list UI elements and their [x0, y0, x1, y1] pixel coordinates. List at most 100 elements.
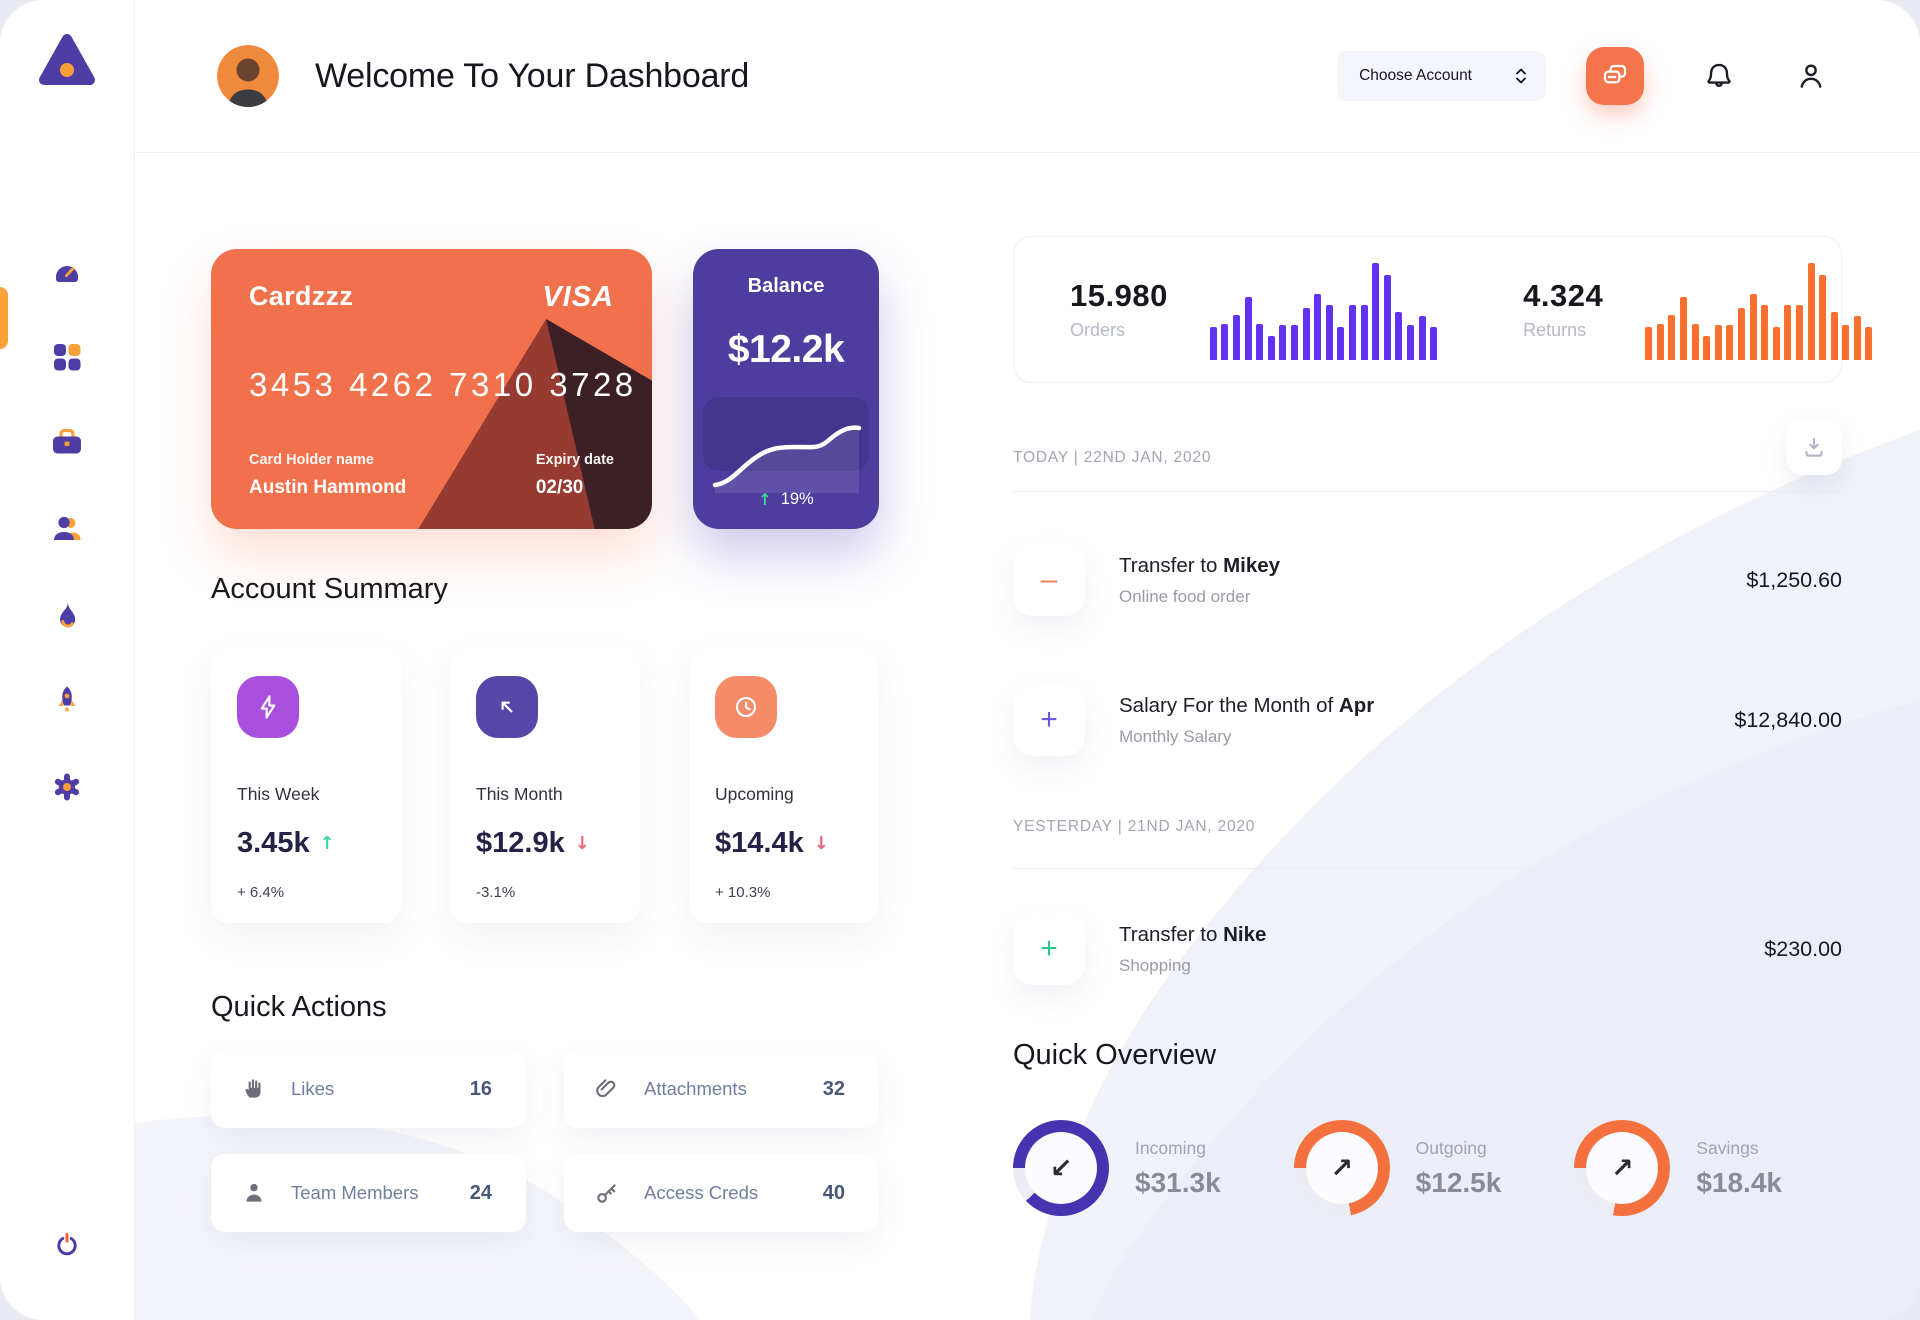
- divider: [1013, 491, 1842, 492]
- quick-action-label: Attachments: [644, 1078, 747, 1099]
- cards-row: Cardzzz VISA 3453 4262 7310 3728 Card Ho…: [211, 249, 879, 529]
- page-title: Welcome To Your Dashboard: [315, 56, 750, 95]
- left-column: Cardzzz VISA 3453 4262 7310 3728 Card Ho…: [211, 249, 879, 1232]
- summary-period: This Week: [237, 784, 320, 804]
- bar: [1749, 293, 1757, 360]
- bar: [1348, 304, 1356, 360]
- sidebar: [0, 0, 135, 1320]
- transaction-row-mikey[interactable]: Transfer to Mikey Online food order $1,2…: [1013, 544, 1842, 616]
- active-nav-indicator: [0, 287, 8, 349]
- card-holder-label: Card Holder name: [249, 452, 374, 468]
- sidebar-item-dashboard[interactable]: [49, 253, 85, 289]
- bar: [1807, 262, 1815, 360]
- quick-action-value: 16: [469, 1077, 492, 1100]
- bar: [1819, 274, 1827, 360]
- bar: [1279, 324, 1287, 360]
- sidebar-item-settings[interactable]: [49, 769, 85, 805]
- sidebar-item-work[interactable]: [49, 425, 85, 461]
- bar: [1337, 326, 1345, 360]
- header-actions: Choose Account: [1337, 47, 1828, 105]
- arrow-down-left-icon: ↙: [1049, 1152, 1073, 1184]
- summary-change: + 10.3%: [715, 884, 771, 901]
- quick-action-likes[interactable]: Likes 16: [211, 1050, 526, 1128]
- debit-icon: [1013, 544, 1085, 616]
- quick-overview-title: Quick Overview: [1013, 1039, 1217, 1071]
- header: Welcome To Your Dashboard Choose Account: [135, 0, 1920, 153]
- returns-label: Returns: [1523, 320, 1587, 340]
- account-summary-title: Account Summary: [211, 573, 448, 605]
- account-selector-label: Choose Account: [1359, 67, 1472, 84]
- trend-down-icon: ↓: [813, 833, 829, 854]
- balance-label: Balance: [747, 275, 825, 297]
- bar: [1267, 335, 1275, 360]
- transaction-subtitle: Online food order: [1119, 586, 1251, 606]
- summary-value: $12.9k: [476, 827, 565, 859]
- divider: [1013, 868, 1842, 869]
- transaction-row-salary[interactable]: Salary For the Month of Apr Monthly Sala…: [1013, 684, 1842, 756]
- sidebar-item-apps[interactable]: [49, 339, 85, 375]
- sidebar-item-launch[interactable]: [49, 683, 85, 719]
- bar: [1772, 326, 1780, 360]
- account-selector[interactable]: Choose Account: [1337, 51, 1546, 101]
- bar: [1418, 315, 1426, 360]
- bar: [1795, 304, 1803, 360]
- sidebar-item-members[interactable]: [49, 511, 85, 547]
- sidebar-item-activity[interactable]: [49, 597, 85, 633]
- balance-trend-arrow: ↑: [758, 490, 772, 509]
- balance-value: $12.2k: [727, 328, 845, 371]
- users-icon: [54, 516, 81, 540]
- transaction-amount: $12,840.00: [1734, 707, 1842, 732]
- transaction-row-nike[interactable]: Transfer to Nike Shopping $230.00: [1013, 913, 1842, 985]
- orders-value: 15.980: [1070, 278, 1168, 313]
- quick-action-value: 32: [822, 1077, 845, 1100]
- chat-button[interactable]: [1586, 47, 1644, 105]
- download-button[interactable]: [1786, 419, 1842, 475]
- bar: [1325, 304, 1333, 360]
- returns-bar-chart: [1645, 260, 1873, 360]
- bar: [1784, 304, 1792, 360]
- download-icon: [1805, 437, 1823, 457]
- notifications-button[interactable]: [1702, 59, 1736, 93]
- credit-icon: [1013, 684, 1085, 756]
- sidebar-nav: [49, 253, 85, 805]
- flame-icon: [60, 601, 76, 628]
- transaction-title: Salary For the Month of Apr: [1119, 693, 1375, 717]
- profile-button[interactable]: [1794, 59, 1828, 93]
- bar: [1761, 304, 1769, 360]
- summary-period: Upcoming: [715, 784, 794, 804]
- date-header-yesterday: YESTERDAY | 21ND JAN, 2020: [1013, 818, 1256, 835]
- date-header-today: TODAY | 22ND JAN, 2020: [1013, 449, 1212, 466]
- selector-chevrons-icon: [1516, 68, 1526, 84]
- quick-action-access-creds[interactable]: Access Creds 40: [564, 1154, 879, 1232]
- paperclip-icon: [596, 1079, 616, 1098]
- outgoing-progress-ring: ↗: [1293, 1120, 1390, 1216]
- gear-icon: [54, 773, 80, 801]
- rocket-icon: [58, 686, 76, 712]
- savings-progress-ring: ↗: [1574, 1120, 1671, 1216]
- bell-icon: [1707, 63, 1731, 87]
- quick-action-value: 40: [822, 1181, 845, 1204]
- logout-button[interactable]: [49, 1226, 85, 1262]
- bar: [1233, 314, 1241, 360]
- quick-action-team-members[interactable]: Team Members 24: [211, 1154, 526, 1232]
- quick-actions-title: Quick Actions: [211, 991, 387, 1023]
- quick-action-label: Access Creds: [644, 1182, 759, 1203]
- chat-icon: [1603, 64, 1627, 84]
- transaction-amount: $230.00: [1764, 936, 1842, 961]
- credit-icon: [1013, 913, 1085, 985]
- clap-icon: [245, 1079, 261, 1098]
- account-summary-cards: This Week 3.45k ↑ + 6.4% This Month $12.…: [211, 648, 879, 923]
- summary-card-this-month: This Month $12.9k ↓ -3.1%: [450, 648, 640, 923]
- member-icon: [246, 1183, 262, 1202]
- bar: [1853, 315, 1861, 360]
- quick-action-attachments[interactable]: Attachments 32: [564, 1050, 879, 1128]
- power-icon: [57, 1233, 77, 1256]
- returns-value: 4.324: [1523, 278, 1604, 313]
- bar: [1865, 326, 1873, 360]
- bar: [1372, 262, 1380, 360]
- arrow-up-left-icon: [476, 676, 538, 738]
- transaction-title: Transfer to Nike: [1119, 922, 1267, 946]
- bar: [1668, 314, 1676, 360]
- right-column: 15.980 Orders 4.324 Returns TODAY | 22ND…: [1013, 236, 1873, 1216]
- bar: [1302, 307, 1310, 360]
